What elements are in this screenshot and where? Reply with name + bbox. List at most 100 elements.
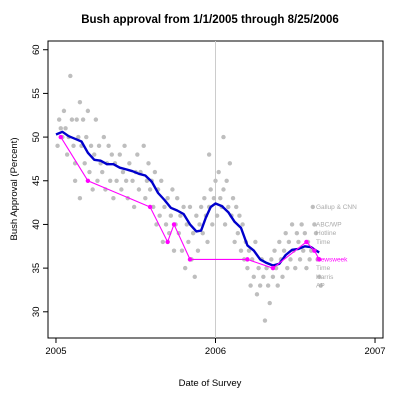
poll-point xyxy=(165,196,170,201)
poll-point xyxy=(235,230,241,236)
poll-point xyxy=(288,257,293,262)
poll-point xyxy=(187,204,193,210)
series-label: Gallup & CNN xyxy=(316,204,357,211)
poll-point xyxy=(96,143,102,149)
y-axis: 30 35 40 45 50 55 60 xyxy=(31,44,48,317)
poll-point xyxy=(218,196,223,201)
poll-point xyxy=(56,117,62,122)
poll-point xyxy=(141,143,146,149)
poll-point xyxy=(190,230,196,236)
poll-point xyxy=(61,108,67,114)
x-tick-label: 2005 xyxy=(45,346,66,357)
poll-point xyxy=(192,274,197,280)
poll-point xyxy=(294,230,300,236)
poll-point xyxy=(245,265,250,271)
poll-point xyxy=(74,117,79,122)
series-label: AP xyxy=(316,283,325,290)
poll-point xyxy=(221,134,226,140)
poll-point xyxy=(195,248,201,253)
poll-point xyxy=(159,178,164,183)
poll-point xyxy=(194,213,199,218)
poll-point xyxy=(208,187,213,192)
poll-point xyxy=(280,274,285,280)
poll-point xyxy=(85,108,91,114)
poll-point xyxy=(152,169,158,175)
poll-point xyxy=(206,152,212,157)
poll-point xyxy=(221,187,226,192)
poll-point xyxy=(135,152,140,157)
poll-point xyxy=(84,134,89,140)
poll-point xyxy=(68,73,73,79)
poll-point xyxy=(178,213,183,218)
poll-point xyxy=(304,265,309,271)
newsweek-point xyxy=(147,204,153,210)
poll-point xyxy=(232,239,237,245)
series-label: Time xyxy=(316,265,331,272)
poll-point xyxy=(55,143,60,149)
poll-points xyxy=(55,73,323,323)
poll-point xyxy=(253,239,258,245)
poll-point xyxy=(264,265,269,271)
newsweek-series xyxy=(58,134,322,271)
poll-point xyxy=(119,187,124,192)
poll-point xyxy=(197,222,202,227)
poll-point xyxy=(87,169,92,175)
poll-point xyxy=(237,213,242,218)
poll-point xyxy=(171,248,177,253)
y-tick-label: 55 xyxy=(31,88,42,99)
poll-point xyxy=(216,169,221,175)
poll-point xyxy=(157,213,162,218)
poll-point xyxy=(186,239,191,245)
poll-point xyxy=(214,213,220,218)
poll-point xyxy=(256,265,261,271)
poll-point xyxy=(123,178,129,183)
chart-title: Bush approval from 1/1/2005 through 8/25… xyxy=(81,14,339,26)
poll-point xyxy=(179,248,185,253)
poll-point xyxy=(93,117,99,122)
y-axis-label: Bush Approval (Percent) xyxy=(9,138,20,241)
newsweek-line xyxy=(60,136,320,269)
poll-point xyxy=(63,126,68,131)
newsweek-point xyxy=(187,257,193,262)
poll-point xyxy=(184,222,189,227)
poll-point xyxy=(262,318,268,323)
poll-point xyxy=(269,257,274,262)
poll-point xyxy=(77,99,83,105)
y-tick-label: 40 xyxy=(31,219,42,230)
poll-point xyxy=(202,196,207,201)
poll-point xyxy=(272,248,277,253)
newsweek-point xyxy=(316,257,322,262)
y-tick-label: 30 xyxy=(31,307,42,318)
poll-point xyxy=(147,187,153,192)
poll-point xyxy=(76,134,81,140)
poll-point xyxy=(163,222,169,227)
poll-point xyxy=(205,239,210,245)
x-axis: 2005 2006 2007 xyxy=(45,338,386,357)
poll-point xyxy=(238,248,244,253)
newsweek-point xyxy=(304,239,309,245)
poll-point xyxy=(131,204,137,210)
series-label: Time xyxy=(316,239,331,246)
poll-point xyxy=(168,213,174,218)
y-tick-label: 45 xyxy=(31,175,42,186)
poll-point xyxy=(246,248,252,253)
poll-point xyxy=(301,248,306,253)
poll-point xyxy=(130,178,135,183)
poll-point xyxy=(77,196,83,201)
poll-point xyxy=(257,283,263,288)
poll-point xyxy=(80,117,86,122)
series-label: Newsweek xyxy=(316,256,348,263)
trend-line xyxy=(55,130,320,267)
poll-point xyxy=(293,265,298,271)
poll-point xyxy=(286,239,292,245)
poll-point xyxy=(88,143,94,149)
poll-point xyxy=(127,161,132,166)
poll-point xyxy=(313,230,319,236)
newsweek-point xyxy=(165,239,170,245)
poll-point xyxy=(72,178,78,183)
poll-point xyxy=(120,169,126,175)
poll-point xyxy=(283,230,288,236)
poll-point xyxy=(143,196,148,201)
poll-point xyxy=(297,257,303,262)
